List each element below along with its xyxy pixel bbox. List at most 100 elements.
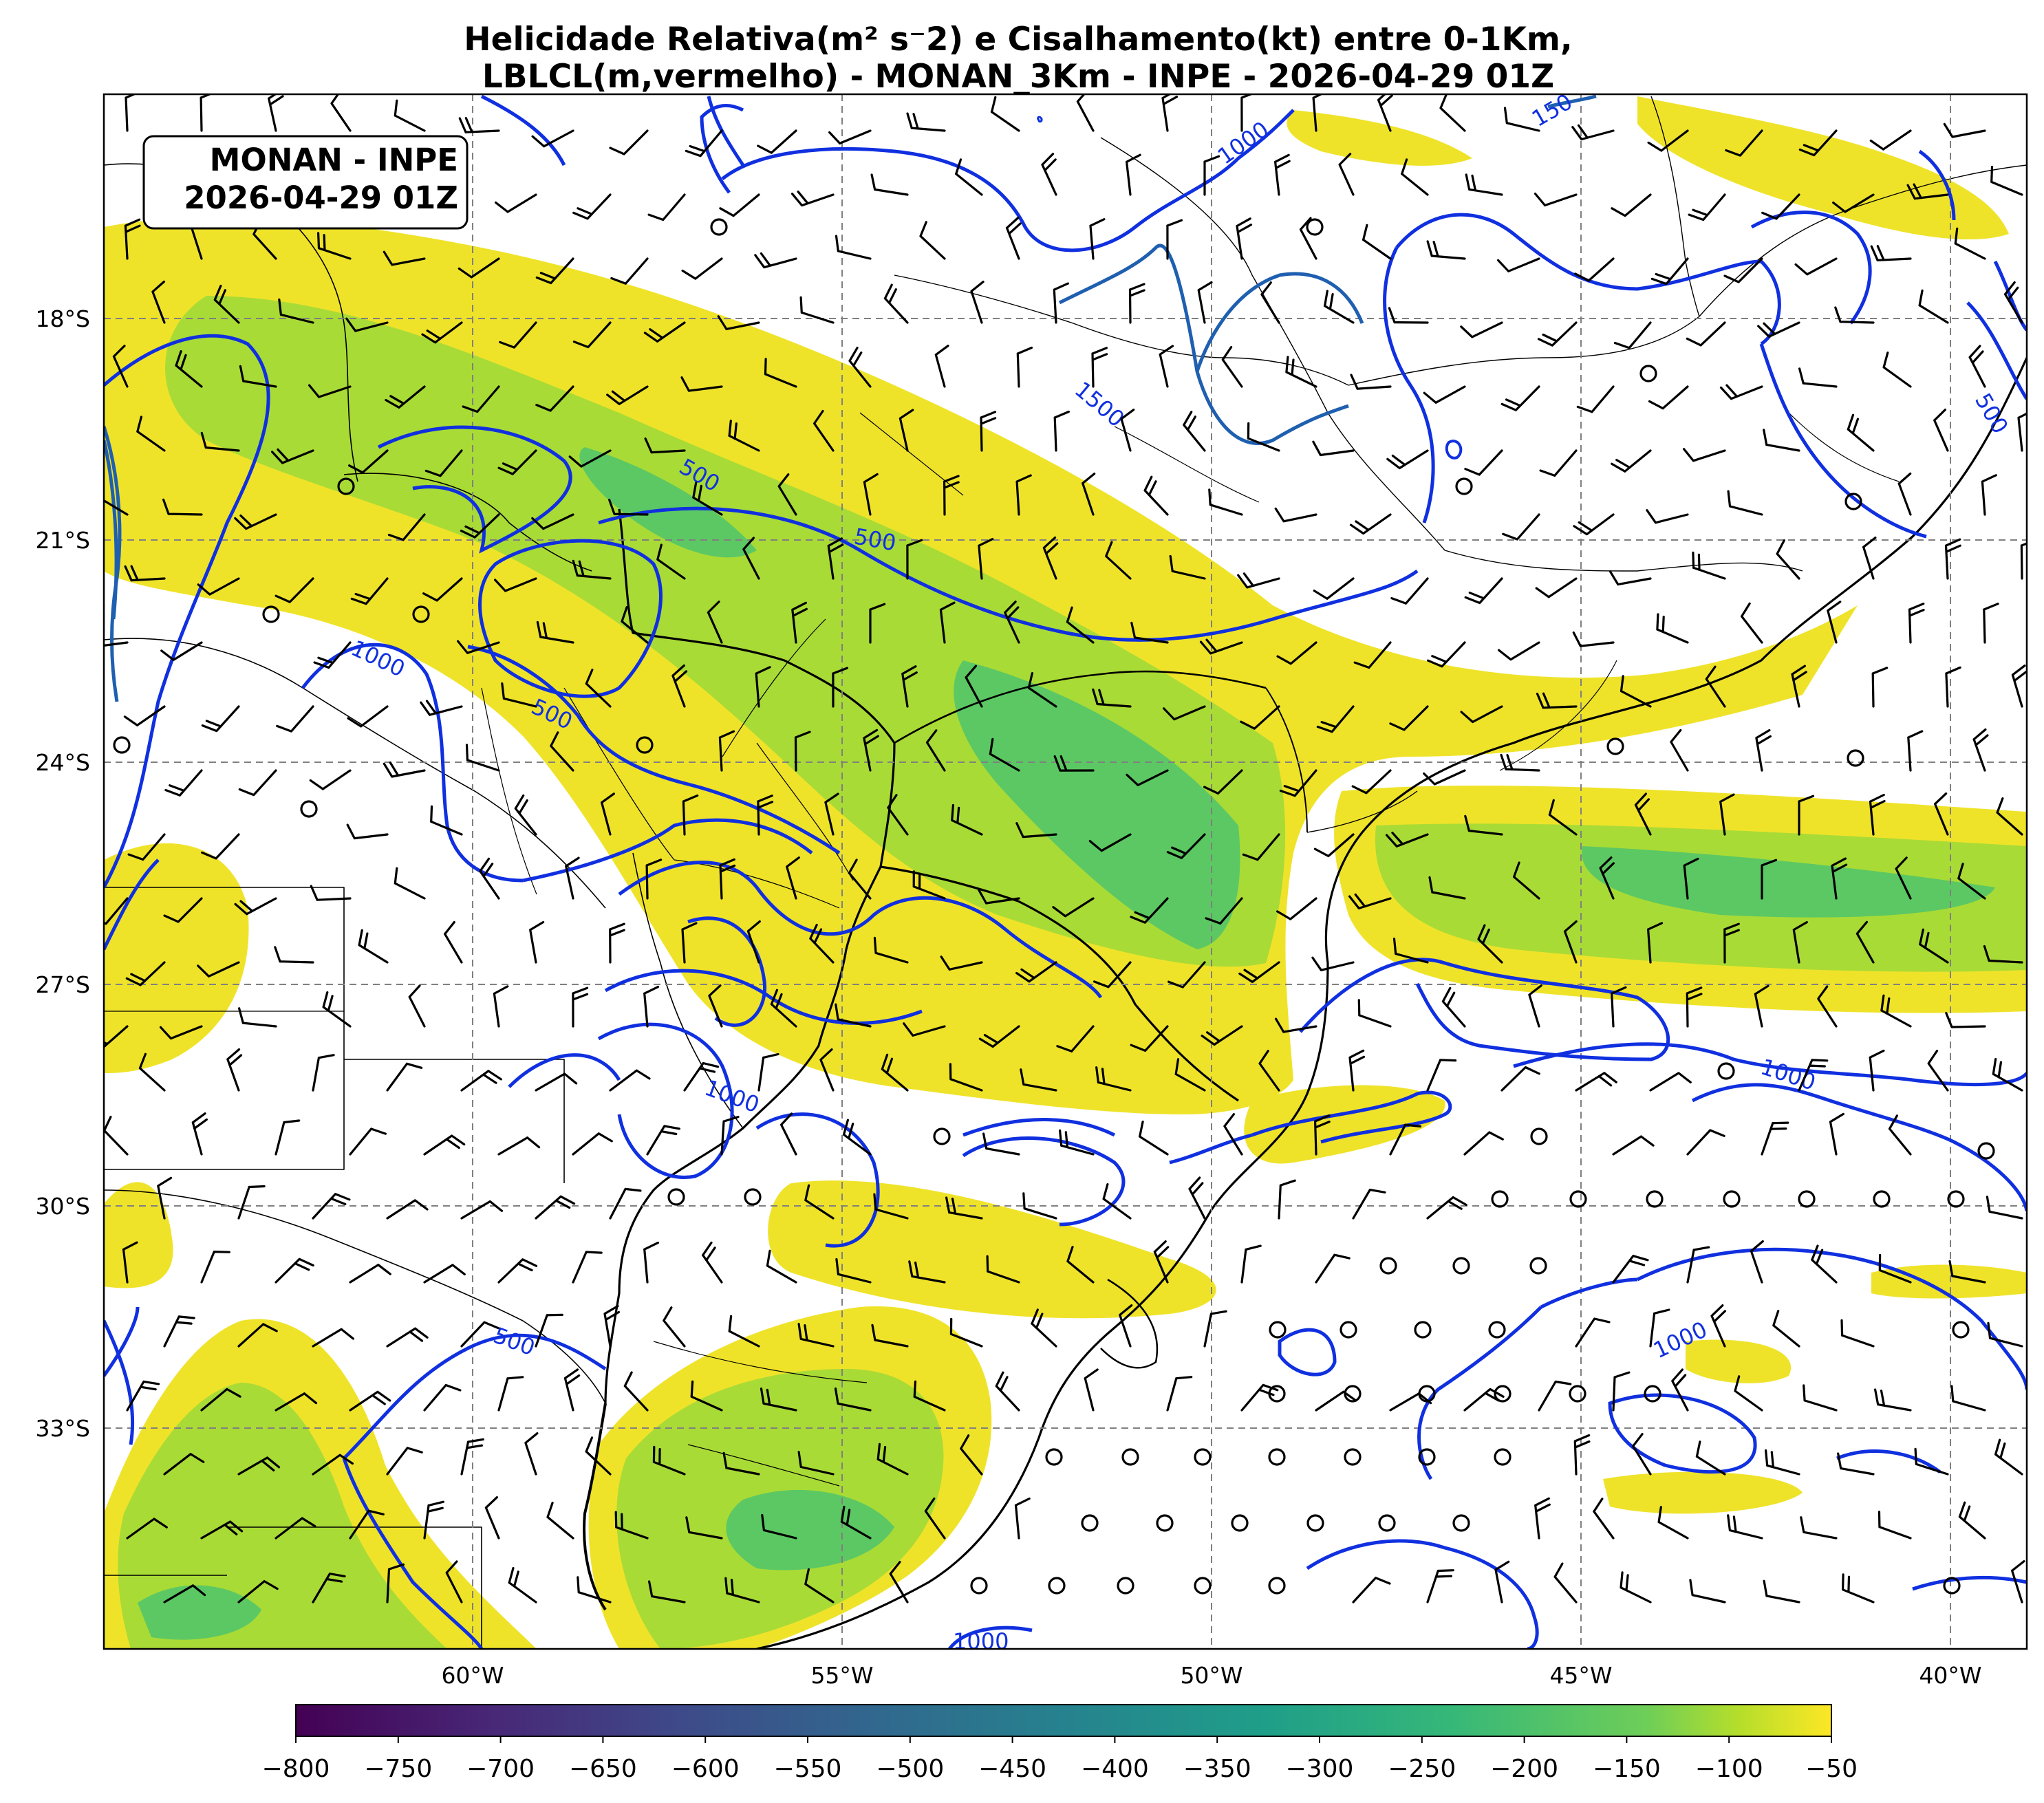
wind-barb bbox=[1441, 986, 1466, 1028]
wind-barb bbox=[1169, 554, 1206, 580]
wind-barb bbox=[1934, 792, 1949, 836]
lon-tick-label: 55°W bbox=[810, 1662, 873, 1689]
wind-barb bbox=[1534, 193, 1578, 207]
wind-barb bbox=[912, 870, 946, 900]
calm-wind-circle bbox=[1646, 1190, 1664, 1208]
calm-wind-circle bbox=[1639, 365, 1657, 382]
badge-line1: MONAN - INPE bbox=[210, 142, 458, 178]
wind-barb bbox=[1695, 1440, 1726, 1476]
wind-barb bbox=[465, 744, 500, 772]
wind-barb bbox=[797, 1451, 835, 1476]
wind-barb bbox=[1362, 224, 1392, 260]
wind-barb bbox=[1573, 513, 1615, 536]
wind-barb bbox=[1274, 153, 1291, 196]
wind-barb bbox=[951, 803, 983, 836]
wind-barb bbox=[460, 513, 500, 539]
wind-barb bbox=[1128, 283, 1145, 324]
wind-barb bbox=[104, 499, 129, 516]
wind-barb bbox=[535, 385, 574, 412]
wind-barb bbox=[501, 682, 537, 708]
wind-barb bbox=[881, 1053, 909, 1092]
wind-barb bbox=[761, 1513, 797, 1540]
wind-barb bbox=[1311, 956, 1355, 971]
wind-barb bbox=[1648, 385, 1689, 410]
wind-barb bbox=[1240, 1383, 1279, 1412]
wind-barb bbox=[601, 792, 615, 836]
wind-barb bbox=[535, 1072, 578, 1092]
wind-barb bbox=[1649, 1308, 1670, 1348]
wind-barb bbox=[124, 218, 141, 260]
wind-barb bbox=[989, 737, 1020, 772]
wind-barb bbox=[499, 321, 537, 349]
wind-barb bbox=[1609, 570, 1652, 586]
wind-barb bbox=[982, 1132, 1020, 1156]
colorbar-tick-label: −200 bbox=[1490, 1755, 1558, 1783]
wind-barb bbox=[1981, 474, 1997, 516]
wind-barb bbox=[1426, 1569, 1454, 1604]
calm-wind-circle bbox=[933, 1127, 951, 1145]
lat-tick-label: 27°S bbox=[36, 971, 90, 998]
wind-barb bbox=[1803, 1384, 1838, 1412]
calm-wind-circle bbox=[1952, 1321, 1970, 1339]
wind-barb bbox=[1842, 1573, 1875, 1604]
wind-barb bbox=[835, 1257, 872, 1284]
wind-barb bbox=[112, 345, 129, 388]
wind-barb bbox=[685, 1516, 723, 1540]
wind-barb bbox=[159, 1025, 203, 1040]
wind-barb bbox=[1897, 472, 1912, 516]
wind-barb bbox=[497, 1136, 541, 1156]
wind-barb bbox=[1611, 449, 1652, 473]
wind-barb bbox=[1126, 769, 1169, 786]
wind-barb bbox=[1870, 245, 1912, 261]
wind-barb bbox=[420, 700, 463, 716]
calm-wind-circle bbox=[1488, 1321, 1506, 1339]
wind-barb bbox=[1357, 999, 1392, 1028]
lcl-contours-dark bbox=[104, 94, 1597, 702]
wind-barb bbox=[238, 1007, 277, 1028]
wind-barb bbox=[1834, 306, 1875, 324]
helicity-shading bbox=[104, 96, 2027, 1649]
wind-barb bbox=[151, 280, 166, 324]
wind-barb bbox=[572, 559, 612, 580]
wind-barb bbox=[197, 961, 240, 978]
calm-wind-circle bbox=[1418, 1448, 1436, 1466]
wind-barb bbox=[1338, 153, 1355, 196]
wind-barb bbox=[163, 1584, 206, 1604]
wind-barb bbox=[1710, 1304, 1726, 1348]
wind-barb bbox=[1463, 1131, 1504, 1156]
wind-barb bbox=[835, 235, 872, 260]
wind-barb bbox=[1572, 631, 1615, 647]
wind-barb bbox=[609, 1069, 651, 1092]
wind-barb bbox=[644, 438, 686, 454]
wind-barb bbox=[1221, 346, 1243, 388]
wind-barb bbox=[1656, 613, 1689, 644]
wind-barb bbox=[104, 1025, 129, 1048]
wind-barb bbox=[1537, 321, 1578, 347]
wind-barb bbox=[275, 1392, 318, 1412]
wind-barb bbox=[1139, 1121, 1169, 1156]
wind-barb bbox=[1014, 1497, 1031, 1540]
wind-barb bbox=[1426, 1059, 1457, 1092]
wind-barb bbox=[1791, 665, 1807, 708]
wind-barb bbox=[1686, 1246, 1710, 1284]
wind-barb bbox=[924, 1497, 946, 1540]
contour-label-1000: 1000 bbox=[953, 1628, 1009, 1654]
wind-barb bbox=[1388, 307, 1429, 324]
wind-barb bbox=[1983, 944, 2023, 964]
wind-barb bbox=[1599, 856, 1615, 900]
colorbar-gradient bbox=[295, 1704, 1832, 1737]
wind-barb bbox=[1878, 1511, 1912, 1540]
wind-barb bbox=[1882, 352, 1912, 388]
calm-wind-circle bbox=[1269, 1321, 1287, 1339]
wind-barb bbox=[162, 498, 203, 516]
wind-barb bbox=[1649, 1072, 1692, 1092]
wind-barb bbox=[1944, 538, 1961, 580]
wind-barb bbox=[349, 1509, 385, 1540]
wind-barb bbox=[213, 284, 240, 324]
wind-barb bbox=[1242, 833, 1280, 861]
wind-barb bbox=[949, 1317, 983, 1348]
wind-barb bbox=[535, 1195, 576, 1220]
calm-wind-circle bbox=[1045, 1448, 1063, 1466]
wind-barb bbox=[799, 296, 835, 324]
wind-barb bbox=[780, 1112, 797, 1156]
